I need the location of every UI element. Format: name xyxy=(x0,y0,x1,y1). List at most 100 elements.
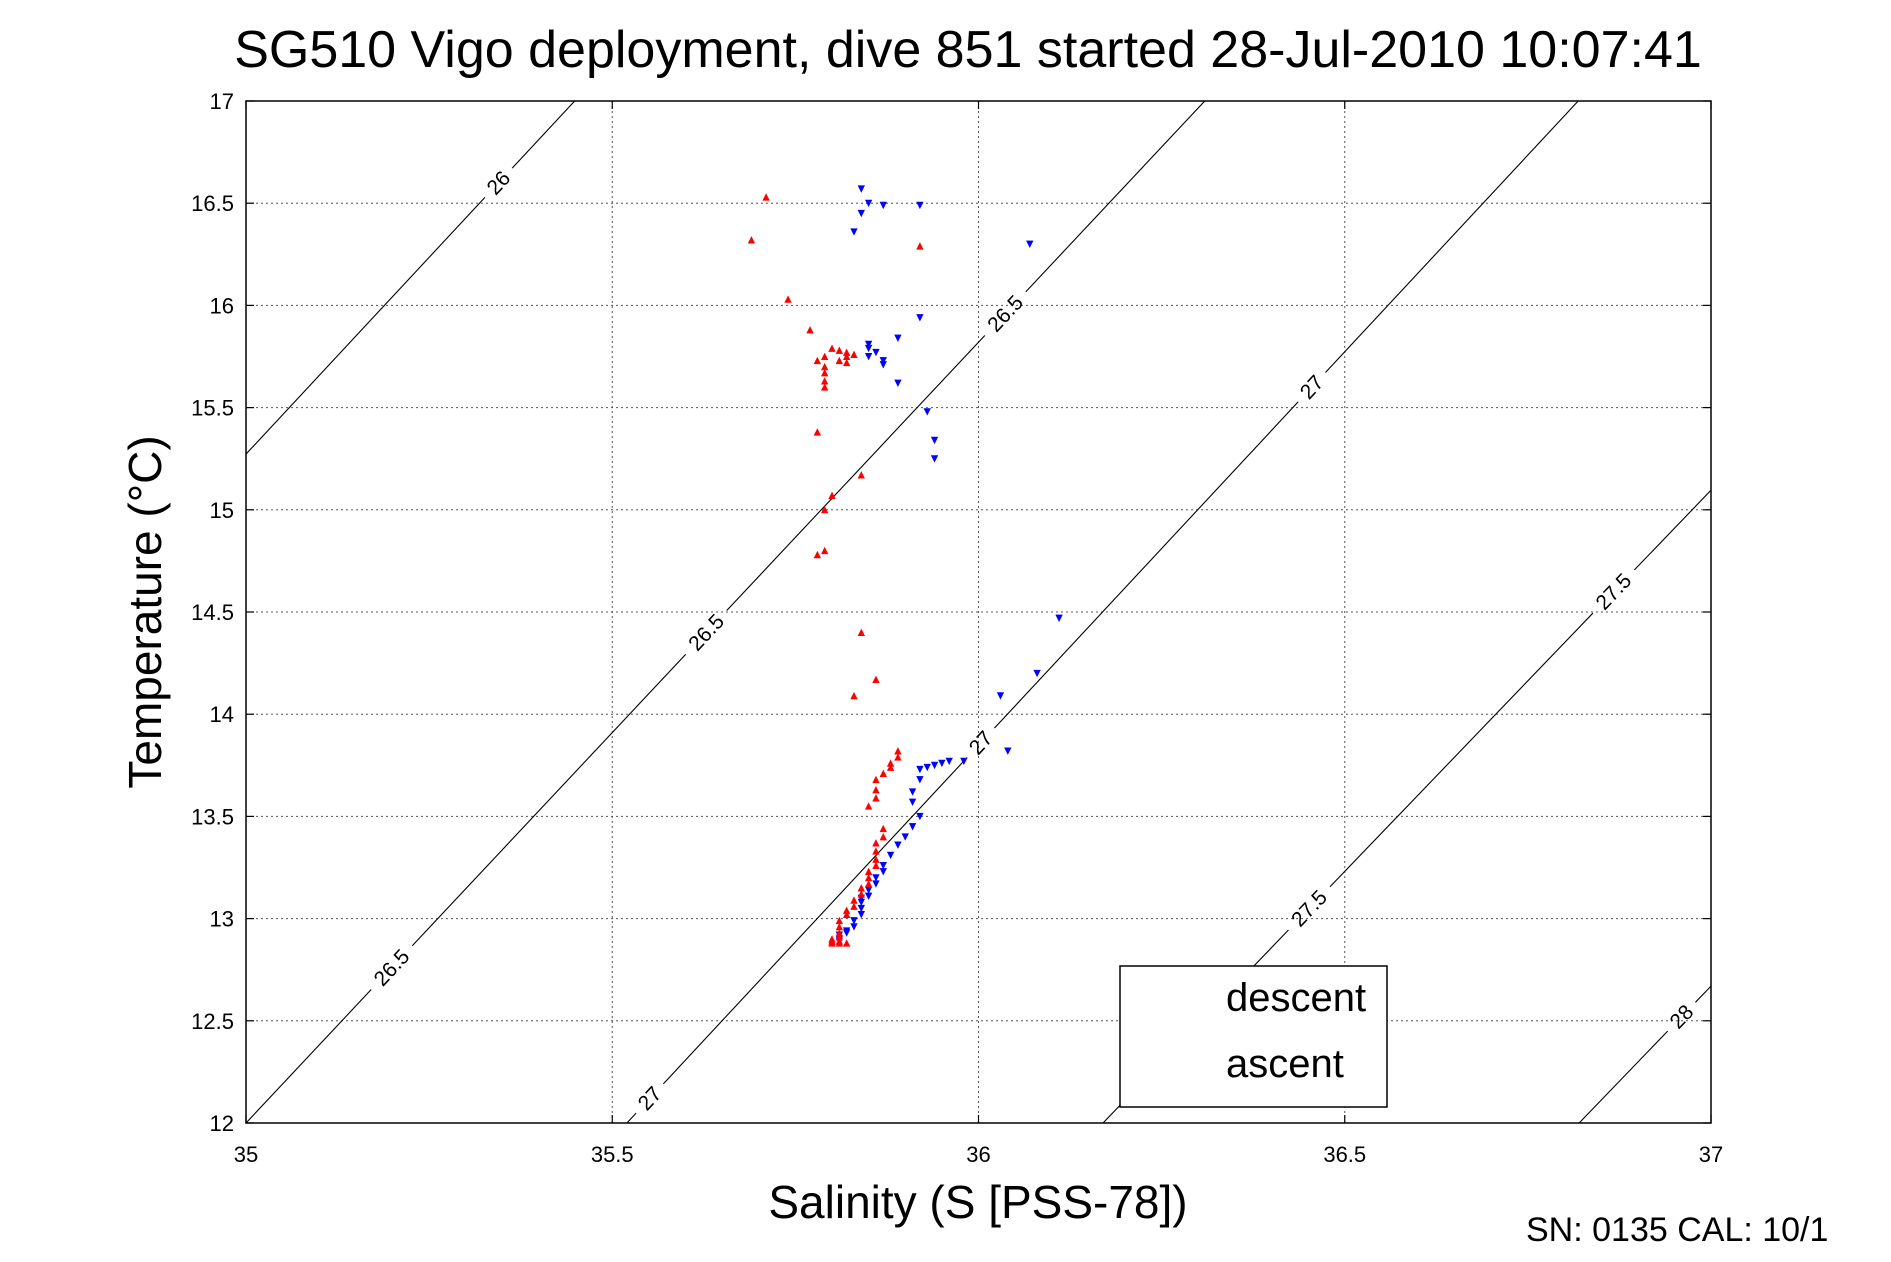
descent-point xyxy=(879,201,887,210)
ascent-point xyxy=(864,873,873,882)
ascent-point xyxy=(872,675,880,683)
y-tick-label: 13.5 xyxy=(191,804,234,829)
legend: descent ascent xyxy=(1119,965,1388,1108)
descent-point xyxy=(879,861,887,870)
descent-point xyxy=(923,408,931,416)
ascent-point xyxy=(820,383,829,391)
ascent-point xyxy=(872,861,880,869)
descent-point xyxy=(872,880,880,888)
descent-point xyxy=(864,344,873,353)
contour-label-27.5: 27.5 xyxy=(1287,886,1332,931)
ascent-point xyxy=(828,491,836,499)
descent-point xyxy=(908,823,917,831)
ascent-point xyxy=(806,326,814,334)
isopycnal-contours: 26 26.5 26.5 26.5 27 27 27 27.5 27.5 28 xyxy=(246,101,1711,1123)
descent-point xyxy=(864,199,873,208)
descent-point xyxy=(857,904,865,913)
descent-point xyxy=(886,851,895,860)
ascent-point xyxy=(872,785,880,794)
contour-line-26 xyxy=(246,197,486,455)
y-tick-label: 14 xyxy=(210,702,234,727)
ascent-point xyxy=(820,546,829,555)
ascent-point xyxy=(813,356,822,365)
ascent-point xyxy=(835,939,844,947)
ascent-point xyxy=(857,890,865,898)
descent-point xyxy=(916,812,924,821)
contour-label-26.5: 26.5 xyxy=(684,610,729,656)
descent-point xyxy=(894,841,902,849)
x-tick-label: 36 xyxy=(966,1142,990,1167)
ascent-point xyxy=(820,368,829,377)
descent-point xyxy=(842,929,851,937)
legend-label-ascent: ascent xyxy=(1226,1042,1344,1086)
ascent-point xyxy=(857,884,865,892)
x-tick-label: 37 xyxy=(1699,1142,1723,1167)
contour-label-27: 27 xyxy=(634,1082,667,1115)
data-points xyxy=(747,185,1185,1069)
ascent-point xyxy=(886,763,895,771)
contour-line-26.5 xyxy=(1025,101,1206,293)
serial-calibration-footer: SN: 0135 CAL: 10/1 xyxy=(1526,1211,1829,1249)
descent-point xyxy=(930,436,939,445)
ascent-point xyxy=(864,802,873,810)
contour-label-26.5: 26.5 xyxy=(983,291,1028,337)
contour-lines xyxy=(246,101,1711,1123)
descent-point xyxy=(1033,669,1041,678)
ascent-point xyxy=(857,628,865,636)
descent-point xyxy=(857,209,865,218)
ascent-point xyxy=(835,346,844,354)
y-tick-label: 16.5 xyxy=(191,191,234,216)
contour-line-27 xyxy=(626,1112,637,1123)
ascent-point xyxy=(850,896,858,904)
descent-point xyxy=(872,874,880,882)
y-axis-ticks: 12 12.5 13 13.5 14 14.5 15 15.5 16 16.5 17 xyxy=(191,89,1711,1136)
descent-point xyxy=(864,886,873,894)
contour-label-27: 27 xyxy=(965,727,998,760)
contour-label-27: 27 xyxy=(1296,371,1329,404)
ascent-point xyxy=(879,824,887,833)
ascent-point xyxy=(820,377,829,385)
ascent-point xyxy=(828,939,836,947)
contour-label-27.5: 27.5 xyxy=(1591,569,1636,614)
ascent-point xyxy=(835,922,844,931)
ascent-point xyxy=(842,358,851,367)
y-tick-label: 12.5 xyxy=(191,1009,234,1034)
ascent-point xyxy=(857,471,865,479)
x-tick-label: 35 xyxy=(234,1142,258,1167)
descent-point xyxy=(872,348,880,357)
ascent-point xyxy=(842,910,851,919)
descent-point xyxy=(960,757,968,766)
y-tick-label: 12 xyxy=(210,1111,234,1136)
y-tick-label: 17 xyxy=(210,89,234,114)
descent-point xyxy=(930,761,939,770)
descent-point xyxy=(857,185,865,193)
ascent-point xyxy=(872,839,880,847)
y-tick-label: 14.5 xyxy=(191,600,234,625)
descent-point xyxy=(1004,747,1012,755)
legend-box xyxy=(1119,965,1388,1108)
y-tick-label: 15.5 xyxy=(191,396,234,421)
ascent-point xyxy=(864,867,873,876)
contour-label-26: 26 xyxy=(483,167,516,200)
descent-point xyxy=(945,757,953,766)
ascent-point xyxy=(894,747,902,755)
descent-point xyxy=(857,898,865,907)
legend-label-descent: descent xyxy=(1226,976,1366,1020)
x-axis-ticks: 35 35.5 36 36.5 37 xyxy=(234,101,1723,1167)
ascent-point xyxy=(813,550,822,559)
ascent-point xyxy=(850,902,858,910)
ascent-point xyxy=(872,794,880,802)
ascent-point xyxy=(842,939,851,947)
descent-point xyxy=(916,776,924,784)
contour-line-27.5 xyxy=(1634,489,1711,571)
ascent-point xyxy=(747,236,756,244)
ascent-point xyxy=(879,769,887,777)
descent-point xyxy=(901,833,909,841)
ascent-point xyxy=(762,193,770,201)
descent-point xyxy=(894,334,902,342)
descent-point xyxy=(916,765,924,774)
descent-point xyxy=(923,763,931,772)
contour-line-26.5 xyxy=(411,653,687,947)
ascent-point xyxy=(864,879,873,888)
